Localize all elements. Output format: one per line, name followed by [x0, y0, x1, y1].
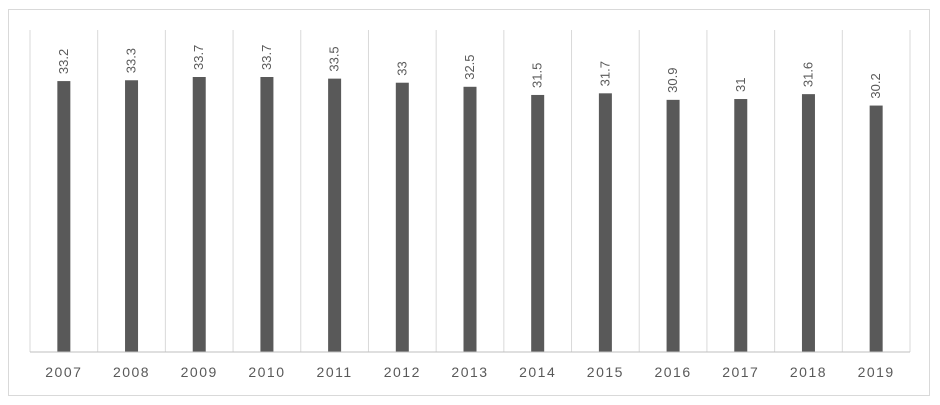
bar-2009 [192, 77, 206, 352]
data-label-2016: 30.9 [665, 68, 680, 93]
data-label-2013: 32.5 [462, 54, 477, 79]
bar-2018 [801, 94, 815, 352]
data-label-2009: 33.7 [191, 45, 206, 70]
data-label-2018: 31.6 [800, 62, 815, 87]
data-label-2019: 30.2 [868, 73, 883, 98]
bar-2010 [260, 77, 274, 352]
x-tick-label-2011: 2011 [317, 364, 353, 380]
x-tick-label-2015: 2015 [587, 364, 624, 380]
data-label-2011: 33.5 [327, 46, 342, 71]
x-tick-label-2017: 2017 [722, 364, 759, 380]
bar-2014 [531, 94, 545, 353]
data-label-2007: 33.2 [56, 49, 71, 74]
bar-2007 [57, 81, 71, 353]
x-tick-label-2013: 2013 [451, 364, 488, 380]
data-label-2017: 31 [733, 78, 748, 92]
bar-2013 [463, 86, 477, 352]
bar-2016 [666, 99, 680, 352]
x-tick-label-2009: 2009 [181, 364, 218, 380]
x-tick-label-2007: 2007 [45, 364, 82, 380]
bar-2015 [598, 93, 612, 353]
x-tick-label-2012: 2012 [384, 364, 421, 380]
x-tick-label-2008: 2008 [113, 364, 150, 380]
data-label-2008: 33.3 [124, 48, 139, 73]
data-label-2010: 33.7 [259, 45, 274, 70]
bar-2017 [734, 99, 748, 352]
data-label-2012: 33 [394, 61, 409, 75]
data-label-2014: 31.5 [530, 63, 545, 88]
x-tick-label-2019: 2019 [858, 364, 895, 380]
x-tick-label-2014: 2014 [519, 364, 556, 380]
bar-2012 [395, 82, 409, 353]
x-tick-label-2010: 2010 [248, 364, 285, 380]
data-label-2015: 31.7 [597, 61, 612, 86]
x-tick-label-2018: 2018 [790, 364, 827, 380]
bar-2011 [328, 78, 342, 352]
bar-2019 [869, 105, 883, 353]
bar-2008 [125, 80, 139, 352]
x-tick-label-2016: 2016 [654, 364, 691, 380]
